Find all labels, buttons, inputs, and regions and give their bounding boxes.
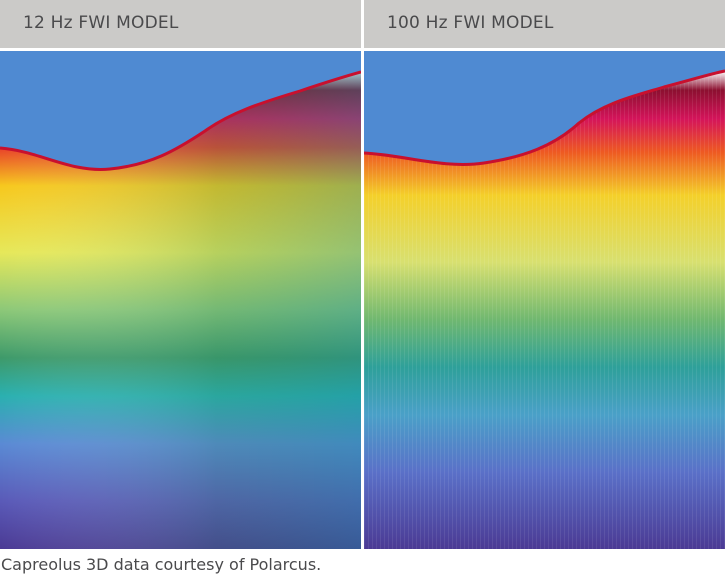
panel-title-100hz: 100 Hz FWI MODEL bbox=[387, 13, 554, 33]
image-credit-caption: Capreolus 3D data courtesy of Polarcus. bbox=[1, 555, 322, 574]
panel-header-12hz: 12 Hz FWI MODEL bbox=[0, 0, 361, 48]
panel-title-12hz: 12 Hz FWI MODEL bbox=[23, 13, 179, 33]
velocity-model-12hz-image bbox=[0, 51, 361, 549]
velocity-model-100hz-image bbox=[364, 51, 725, 549]
panel-header-100hz: 100 Hz FWI MODEL bbox=[364, 0, 725, 48]
